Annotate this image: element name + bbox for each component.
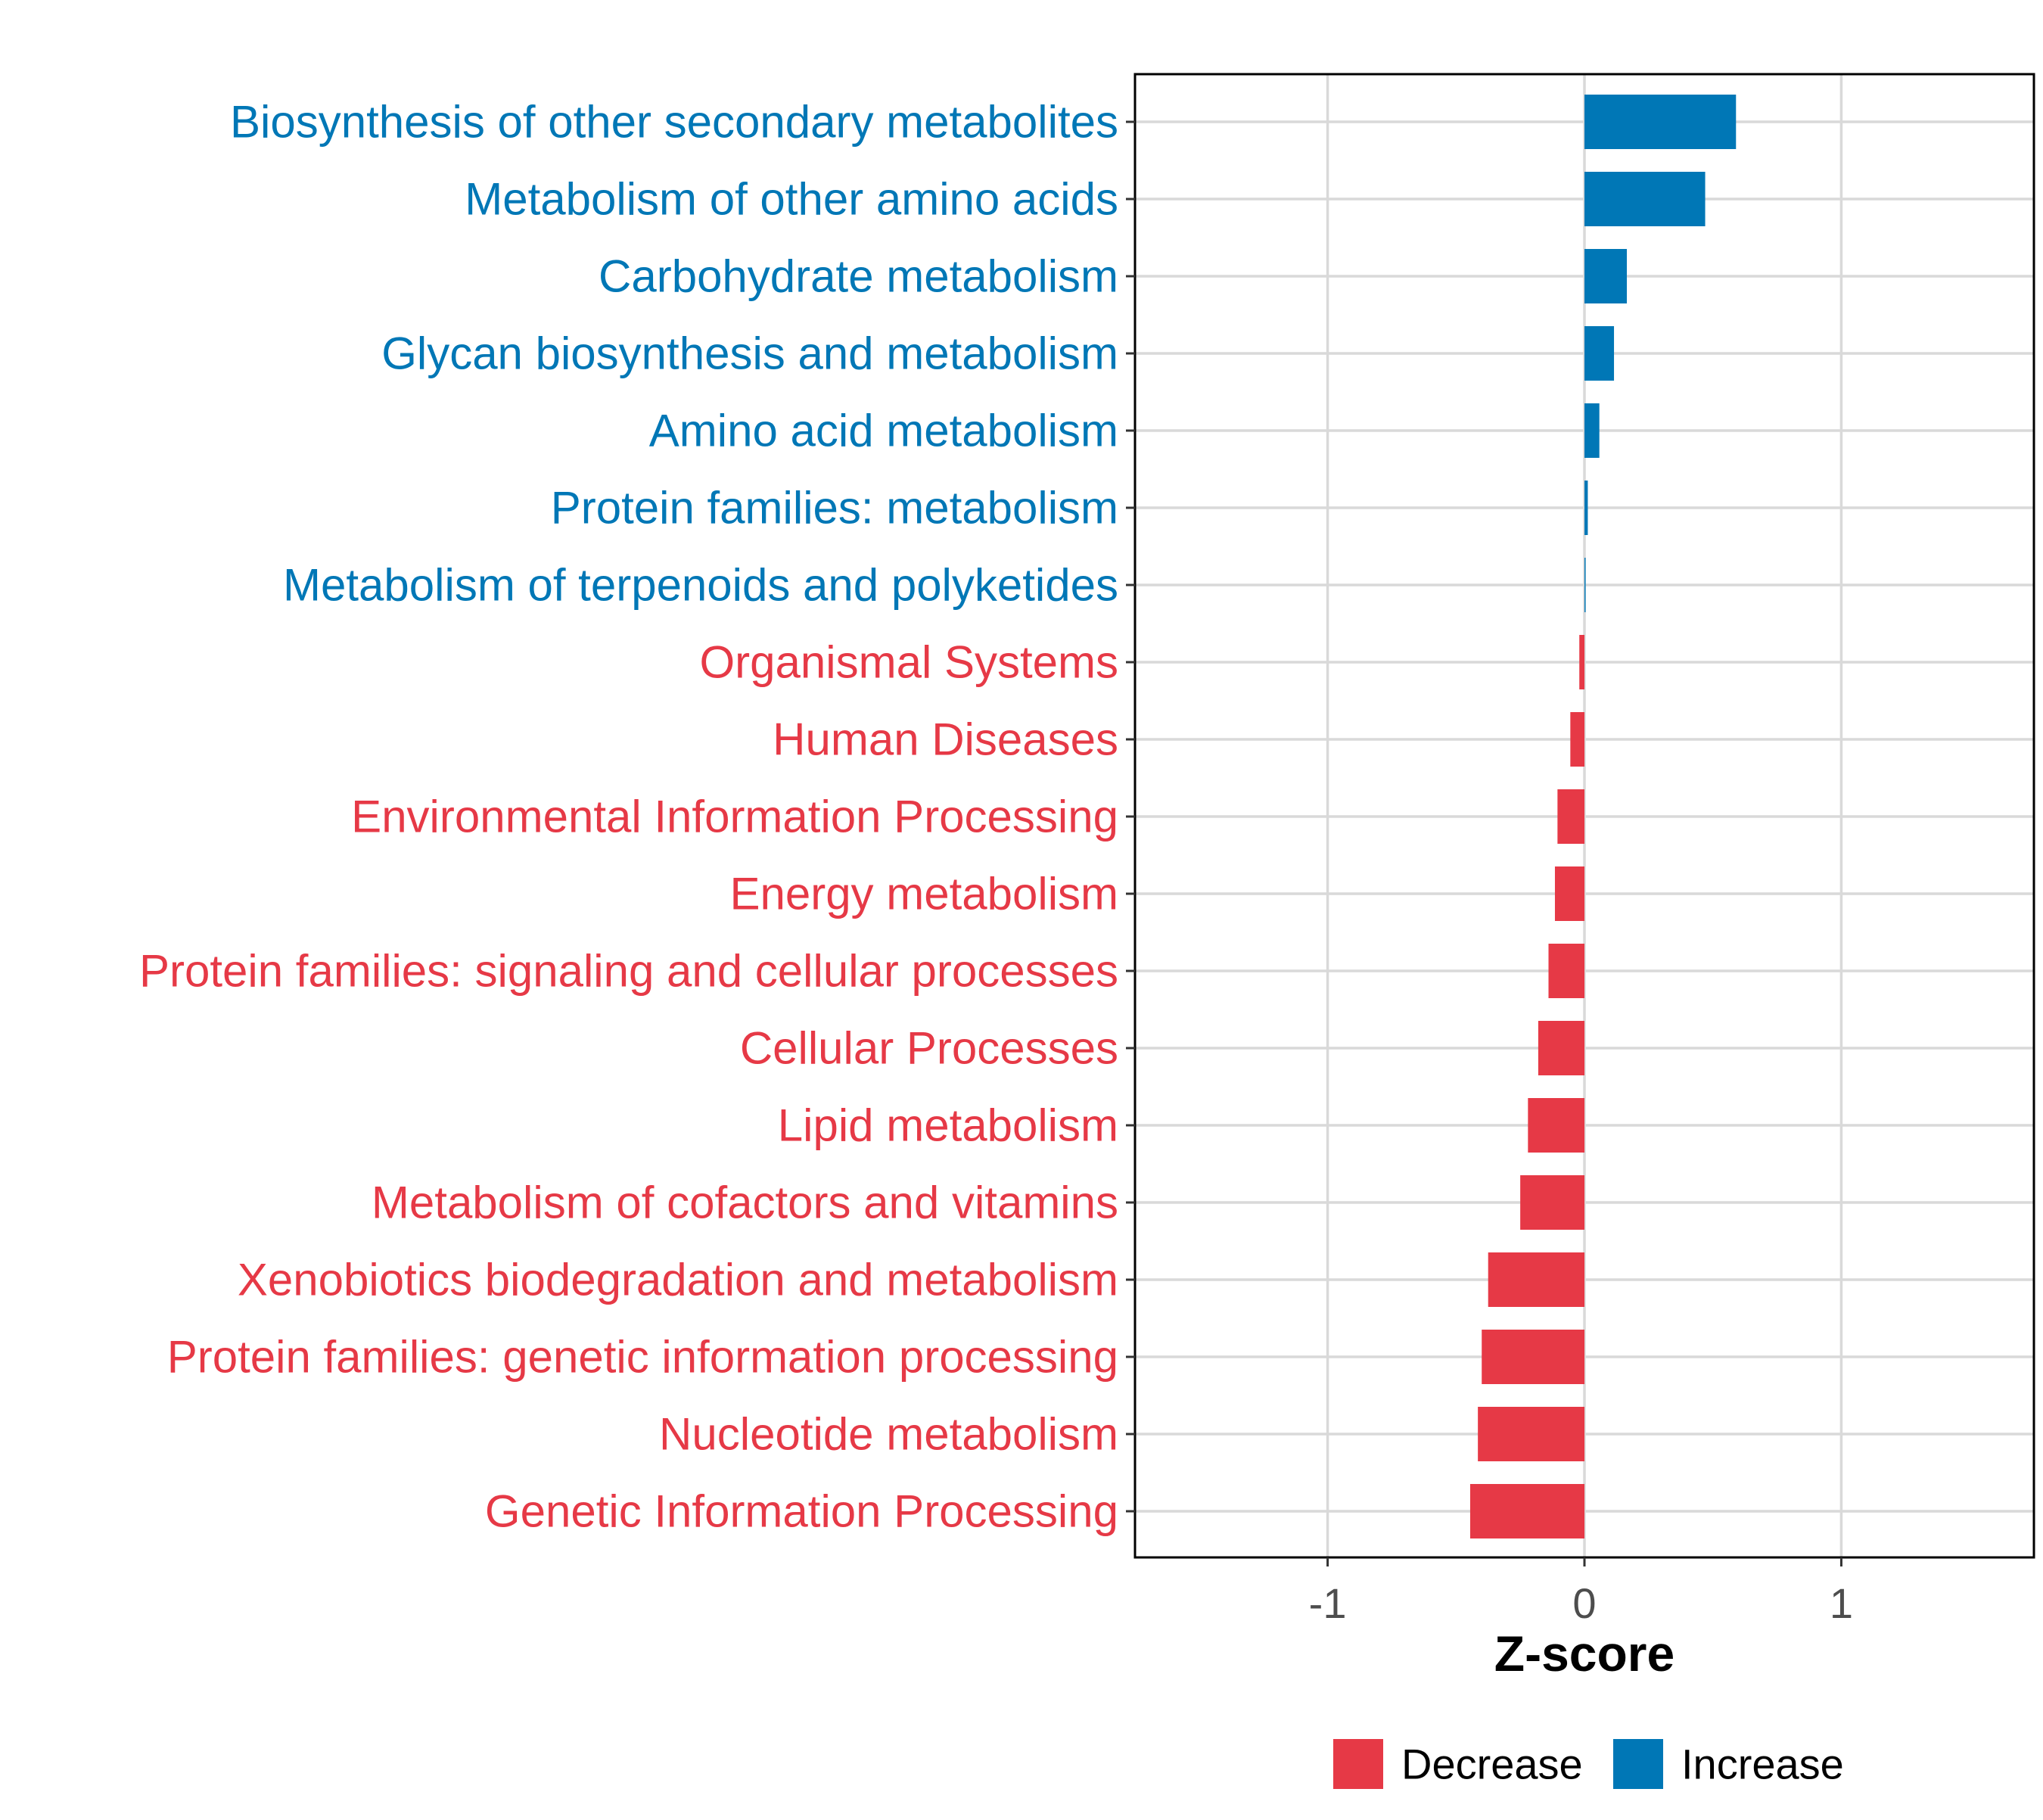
bar: [1584, 403, 1600, 458]
x-tick-label: 1: [1830, 1579, 1853, 1627]
y-tick-label: Genetic Information Processing: [485, 1486, 1118, 1537]
y-tick-label: Environmental Information Processing: [351, 792, 1118, 842]
bar: [1557, 789, 1584, 844]
bar: [1528, 1098, 1584, 1153]
bar: [1584, 326, 1615, 381]
bar: [1584, 558, 1586, 612]
bar: [1469, 1484, 1584, 1538]
y-tick-label: Human Diseases: [773, 714, 1118, 765]
bar: [1520, 1175, 1584, 1230]
bar: [1584, 249, 1628, 303]
x-axis: -1 0 1: [1309, 1557, 1853, 1627]
y-tick-label: Metabolism of other amino acids: [465, 174, 1118, 225]
bar: [1584, 95, 1737, 149]
bar: [1584, 172, 1706, 226]
bar: [1554, 866, 1584, 921]
x-tick-label: 0: [1572, 1579, 1596, 1627]
bar: [1579, 635, 1584, 689]
y-axis: Biosynthesis of other secondary metaboli…: [139, 97, 1135, 1537]
legend-swatch: [1613, 1739, 1663, 1789]
y-tick-label: Xenobiotics biodegradation and metabolis…: [238, 1255, 1118, 1305]
legend-label: Decrease: [1401, 1741, 1583, 1788]
y-tick-label: Nucleotide metabolism: [659, 1409, 1118, 1460]
y-tick-label: Protein families: metabolism: [551, 483, 1118, 534]
bar: [1488, 1252, 1584, 1307]
bar: [1570, 712, 1584, 767]
bar: [1482, 1330, 1584, 1384]
y-tick-label: Glycan biosynthesis and metabolism: [381, 328, 1118, 379]
bar: [1478, 1407, 1584, 1461]
bar: [1538, 1021, 1584, 1075]
y-tick-label: Protein families: genetic information pr…: [167, 1332, 1118, 1383]
y-tick-label: Protein families: signaling and cellular…: [139, 946, 1118, 997]
legend: Decrease Increase: [1333, 1739, 1844, 1789]
y-tick-label: Amino acid metabolism: [649, 406, 1118, 456]
bar-layer: [1469, 95, 1737, 1538]
y-tick-label: Organismal Systems: [700, 637, 1118, 688]
bar: [1584, 481, 1588, 535]
bar: [1548, 944, 1584, 998]
y-tick-label: Metabolism of cofactors and vitamins: [372, 1178, 1118, 1228]
y-tick-label: Cellular Processes: [740, 1023, 1118, 1074]
y-tick-label: Carbohydrate metabolism: [599, 251, 1118, 302]
legend-label: Increase: [1681, 1741, 1844, 1788]
y-tick-label: Metabolism of terpenoids and polyketides: [283, 560, 1118, 611]
legend-swatch: [1333, 1739, 1383, 1789]
y-tick-label: Lipid metabolism: [778, 1100, 1118, 1151]
x-tick-label: -1: [1309, 1579, 1347, 1627]
y-tick-label: Biosynthesis of other secondary metaboli…: [230, 97, 1118, 148]
y-tick-label: Energy metabolism: [729, 869, 1118, 919]
x-axis-title: Z-score: [1494, 1626, 1675, 1682]
